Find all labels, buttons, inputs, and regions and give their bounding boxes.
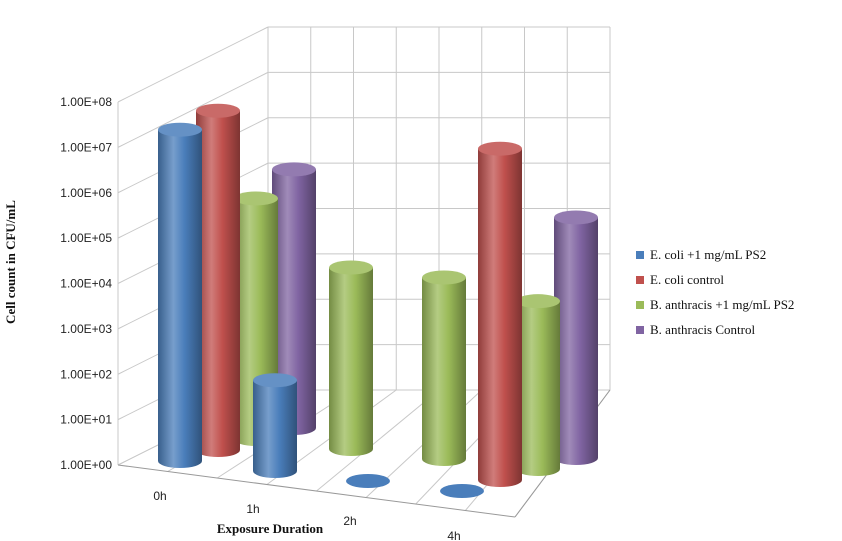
bar-2-2 <box>422 277 466 466</box>
x-tick-label: 0h <box>153 489 166 503</box>
legend-label: B. anthracis +1 mg/mL PS2 <box>650 296 795 312</box>
y-tick-label: 1.00E+02 <box>60 367 112 381</box>
bar-top-2-3 <box>516 294 560 309</box>
y-tick-label: 1.00E+04 <box>60 277 112 291</box>
bar-top-0-0 <box>158 122 202 137</box>
x-tick-label: 2h <box>343 514 356 528</box>
bar-3-0 <box>272 169 316 435</box>
legend: E. coli +1 mg/mL PS2 E. coli control B. an… <box>636 242 794 342</box>
bar-top-3-0 <box>272 162 316 177</box>
y-tick-label: 1.00E+06 <box>60 186 112 200</box>
y-axis-title: Cell count in CFU/mL <box>3 200 18 324</box>
legend-label: B. anthracis Control <box>650 321 756 337</box>
bar-3-3 <box>554 217 598 465</box>
legend-label: E. coli +1 mg/mL PS2 <box>650 246 767 262</box>
legend-swatch <box>636 325 644 334</box>
x-tick-label: 4h <box>447 529 460 541</box>
bar-base-0-3 <box>440 484 484 498</box>
floor-gridline <box>316 389 440 492</box>
legend-item: B. anthracis +1 mg/mL PS2 <box>636 292 794 317</box>
legend-item: B. anthracis Control <box>636 317 794 342</box>
legend-label: E. coli control <box>650 271 725 287</box>
bar-2-1 <box>329 267 373 456</box>
legend-swatch <box>636 300 644 309</box>
legend-swatch <box>636 250 644 259</box>
bar-0-0 <box>158 129 202 468</box>
bar-top-1-3 <box>478 141 522 156</box>
y-tick-label: 1.00E+05 <box>60 231 112 245</box>
floor-front-edge <box>117 464 516 518</box>
bar-2-3 <box>516 301 560 476</box>
bar-top-1-0 <box>196 103 240 118</box>
bar-top-0-1 <box>253 373 297 388</box>
bar-0-1 <box>253 380 297 478</box>
y-tick-label: 1.00E+00 <box>60 458 112 472</box>
y-tick-label: 1.00E+03 <box>60 322 112 336</box>
bar-1-0 <box>196 110 240 458</box>
bar-top-3-3 <box>554 210 598 225</box>
y-tick-label: 1.00E+01 <box>60 413 112 427</box>
bar-1-3 <box>478 148 522 487</box>
x-axis-title: Exposure Duration <box>217 521 324 536</box>
bar-base-0-2 <box>346 474 390 488</box>
legend-item: E. coli control <box>636 267 794 292</box>
legend-item: E. coli +1 mg/mL PS2 <box>636 242 794 267</box>
left-wall-gridline <box>117 26 269 103</box>
y-tick-label: 1.00E+08 <box>60 95 112 109</box>
bar-top-2-2 <box>422 270 466 285</box>
left-wall-gridline <box>117 71 269 148</box>
y-tick-label: 1.00E+07 <box>60 140 112 154</box>
legend-swatch <box>636 275 644 284</box>
bar-top-2-0 <box>234 191 278 206</box>
bar-top-2-1 <box>329 260 373 275</box>
x-tick-label: 1h <box>246 502 259 516</box>
